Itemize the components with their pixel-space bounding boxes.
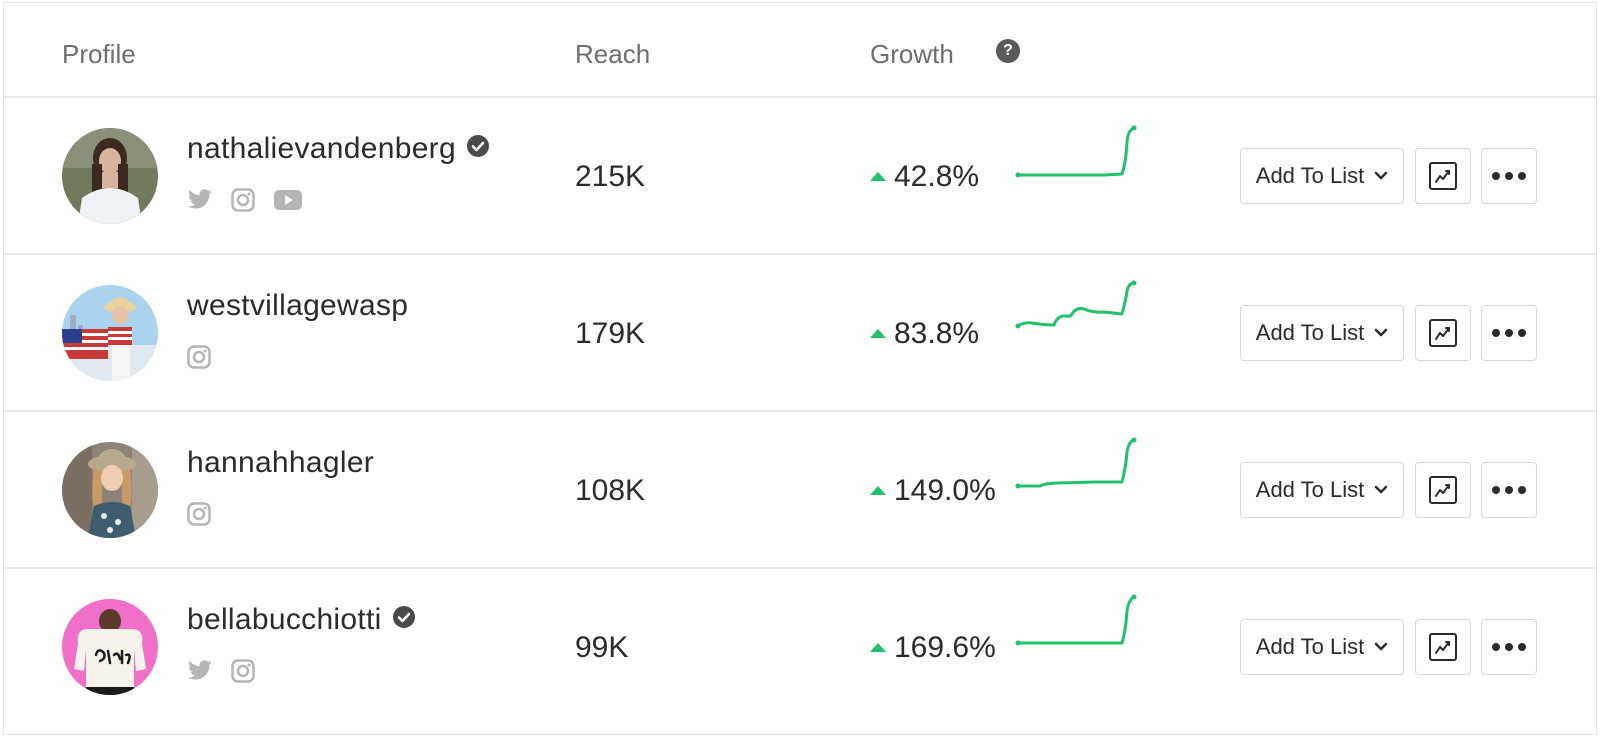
trend-chart-icon <box>1429 476 1457 504</box>
growth-value: 169.6% <box>870 631 996 665</box>
table-row: bellabucchiotti 99K 169.6% Add To List <box>4 569 1596 726</box>
more-options-button[interactable] <box>1481 305 1537 361</box>
avatar[interactable] <box>62 128 158 224</box>
ellipsis-icon <box>1492 172 1526 180</box>
username[interactable]: nathalievandenberg <box>187 132 490 166</box>
trend-chart-icon <box>1429 633 1457 661</box>
trend-chart-icon <box>1429 162 1457 190</box>
table-row: westvillagewasp 179K 83.8% Add To List <box>4 255 1596 412</box>
growth-sparkline <box>1015 594 1137 646</box>
username[interactable]: hannahhagler <box>187 446 375 479</box>
trend-chart-icon <box>1429 319 1457 347</box>
growth-sparkline <box>1015 125 1137 178</box>
more-options-button[interactable] <box>1481 148 1537 204</box>
social-icons <box>187 502 225 528</box>
table-header: Profile Reach Growth ? <box>4 3 1596 98</box>
username[interactable]: westvillagewasp <box>187 289 409 322</box>
twitter-icon[interactable] <box>187 189 213 211</box>
table-row: nathalievandenberg 215K 42.8% Add To Lis… <box>4 98 1596 255</box>
avatar[interactable] <box>62 442 158 538</box>
growth-sparkline <box>1015 437 1137 489</box>
view-stats-button[interactable] <box>1415 619 1471 675</box>
youtube-icon[interactable] <box>273 190 302 210</box>
ellipsis-icon <box>1492 643 1526 651</box>
chevron-down-icon <box>1374 485 1388 494</box>
ellipsis-icon <box>1492 486 1526 494</box>
reach-value: 99K <box>575 631 629 664</box>
add-to-list-button[interactable]: Add To List <box>1240 619 1404 675</box>
influencer-table: Profile Reach Growth ? nathalievandenber… <box>3 2 1597 735</box>
question-circle-icon[interactable]: ? <box>996 39 1020 63</box>
up-arrow-icon <box>870 172 886 181</box>
add-to-list-button[interactable]: Add To List <box>1240 148 1404 204</box>
social-icons <box>187 345 225 371</box>
chevron-down-icon <box>1374 171 1388 180</box>
table-row: hannahhagler 108K 149.0% Add To List <box>4 412 1596 569</box>
add-to-list-button[interactable]: Add To List <box>1240 305 1404 361</box>
view-stats-button[interactable] <box>1415 148 1471 204</box>
instagram-icon[interactable] <box>231 188 256 212</box>
growth-value: 149.0% <box>870 474 996 508</box>
verified-badge-icon <box>392 606 415 629</box>
avatar[interactable] <box>62 285 158 381</box>
growth-value: 42.8% <box>870 160 979 194</box>
instagram-icon[interactable] <box>187 502 211 526</box>
reach-value: 179K <box>575 317 646 350</box>
chevron-down-icon <box>1374 328 1388 337</box>
view-stats-button[interactable] <box>1415 462 1471 518</box>
up-arrow-icon <box>870 486 886 495</box>
column-header-reach: Reach <box>575 39 651 69</box>
more-options-button[interactable] <box>1481 462 1537 518</box>
reach-value: 215K <box>575 160 646 193</box>
growth-value: 83.8% <box>870 317 979 351</box>
social-icons <box>187 659 269 685</box>
column-header-profile: Profile <box>62 39 136 69</box>
instagram-icon[interactable] <box>231 659 256 683</box>
reach-value: 108K <box>575 474 646 507</box>
instagram-icon[interactable] <box>187 345 211 369</box>
add-to-list-button[interactable]: Add To List <box>1240 462 1404 518</box>
more-options-button[interactable] <box>1481 619 1537 675</box>
username[interactable]: bellabucchiotti <box>187 603 416 637</box>
ellipsis-icon <box>1492 329 1526 337</box>
up-arrow-icon <box>870 643 886 652</box>
growth-sparkline <box>1015 280 1137 329</box>
chevron-down-icon <box>1374 642 1388 651</box>
avatar[interactable] <box>62 599 158 695</box>
view-stats-button[interactable] <box>1415 305 1471 361</box>
social-icons <box>187 188 316 214</box>
twitter-icon[interactable] <box>187 660 213 682</box>
column-header-growth: Growth <box>870 39 954 69</box>
verified-badge-icon <box>466 135 489 158</box>
up-arrow-icon <box>870 329 886 338</box>
